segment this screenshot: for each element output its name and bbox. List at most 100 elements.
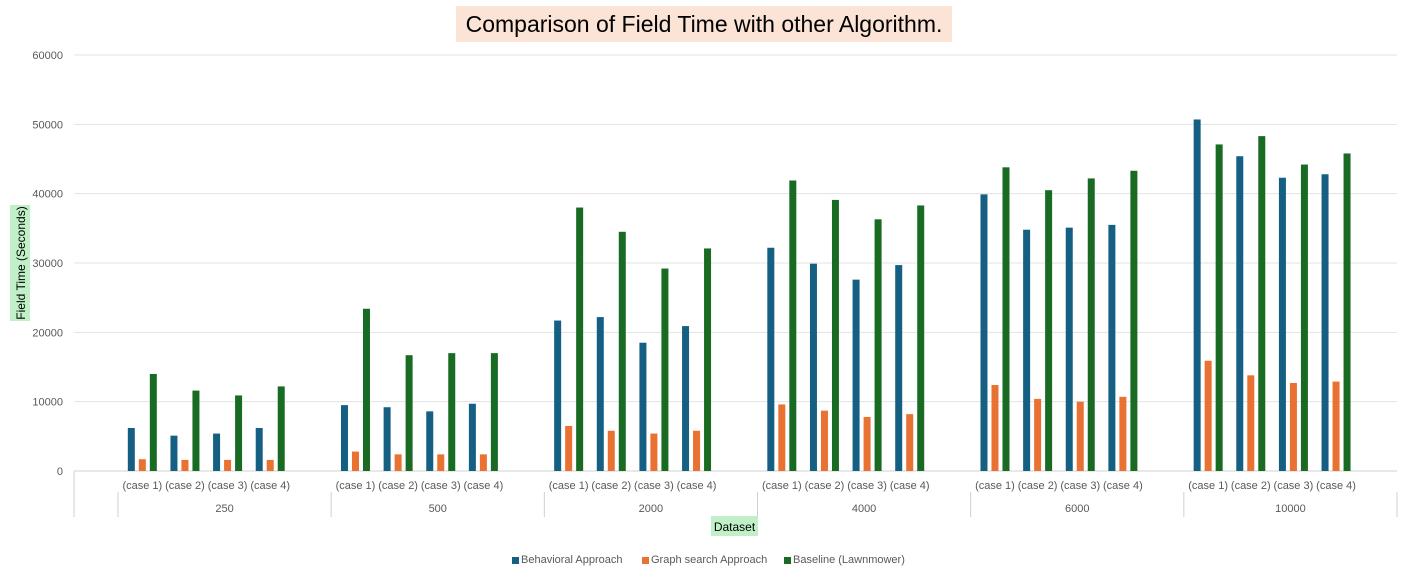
bar (778, 404, 786, 471)
bar (1193, 119, 1201, 471)
x-case-label: (case 3) (634, 480, 674, 492)
bar (340, 405, 348, 471)
bar (170, 435, 178, 471)
x-case-label: (case 4) (1316, 480, 1356, 492)
legend-swatch (642, 557, 649, 564)
x-case-label: (case 1) (975, 480, 1015, 492)
y-tick-label: 60000 (32, 50, 63, 62)
bar (607, 430, 615, 471)
bar (149, 373, 157, 471)
x-group-label: 10000 (1275, 503, 1306, 515)
x-case-label: (case 2) (1018, 480, 1058, 492)
x-group-label: 250 (215, 503, 233, 515)
bar (235, 395, 243, 471)
bar (1034, 398, 1042, 471)
bar (1289, 382, 1297, 471)
bar (426, 411, 434, 471)
bar (863, 416, 871, 471)
bar (138, 459, 146, 471)
x-case-label: (case 3) (1274, 480, 1314, 492)
x-group-label: 6000 (1065, 503, 1089, 515)
y-tick-label: 10000 (32, 397, 63, 409)
y-tick-label: 40000 (32, 189, 63, 201)
bar (1119, 396, 1127, 471)
bar (820, 410, 828, 471)
bar (980, 194, 988, 472)
bar (1002, 167, 1010, 471)
bar (277, 386, 285, 471)
bar (1065, 227, 1073, 471)
x-case-label: (case 1) (336, 480, 376, 492)
x-case-label: (case 4) (250, 480, 290, 492)
bar (682, 326, 690, 471)
bar (468, 403, 476, 471)
bar (181, 459, 189, 471)
bar (596, 317, 604, 471)
bar (1108, 224, 1116, 471)
bar (1278, 177, 1286, 471)
y-axis-title-group: Field Time (Seconds) (10, 205, 30, 321)
x-group-label: 500 (429, 503, 447, 515)
x-group-label: 2000 (639, 503, 663, 515)
x-case-label: (case 1) (122, 480, 162, 492)
bar (1258, 136, 1266, 471)
x-case-label: (case 1) (549, 480, 589, 492)
bar (362, 308, 370, 471)
bar (127, 428, 135, 471)
bar (789, 180, 797, 471)
x-case-label: (case 2) (378, 480, 418, 492)
bar (618, 231, 626, 471)
bar (490, 353, 498, 471)
bar (639, 342, 647, 471)
bar (906, 414, 914, 471)
x-case-label: (case 3) (847, 480, 887, 492)
bar (1332, 381, 1340, 471)
x-group-label: 4000 (852, 503, 876, 515)
bar (1343, 153, 1351, 471)
bar (650, 433, 658, 471)
x-case-label: (case 4) (677, 480, 717, 492)
bar (767, 247, 775, 471)
chart-title-box: Comparison of Field Time with other Algo… (456, 6, 952, 42)
y-tick-label: 50000 (32, 119, 63, 131)
bar (565, 425, 573, 471)
x-case-label: (case 3) (208, 480, 248, 492)
y-tick-label: 20000 (32, 327, 63, 339)
y-tick-label: 0 (57, 466, 63, 478)
bar (1076, 401, 1084, 471)
bar (895, 265, 903, 471)
bar (213, 433, 221, 471)
x-case-label: (case 3) (1060, 480, 1100, 492)
bar (266, 459, 274, 471)
bar (809, 263, 817, 471)
legend-swatch (784, 557, 791, 564)
bar (661, 268, 669, 471)
bar (852, 279, 860, 471)
bar (448, 353, 456, 471)
legend-label: Graph search Approach (651, 554, 767, 566)
bar (693, 430, 701, 471)
x-case-label: (case 2) (1231, 480, 1271, 492)
x-case-label: (case 4) (890, 480, 930, 492)
y-tick-label: 30000 (32, 258, 63, 270)
x-case-label: (case 2) (165, 480, 205, 492)
x-axis-title: Dataset (714, 520, 756, 534)
bar (479, 454, 487, 471)
bar (255, 428, 263, 471)
x-case-label: (case 2) (591, 480, 631, 492)
bar (1215, 144, 1223, 471)
bar (576, 207, 584, 472)
x-case-label: (case 1) (762, 480, 802, 492)
bar (1300, 164, 1308, 471)
bar (1204, 360, 1212, 471)
y-axis-title: Field Time (Seconds) (14, 206, 28, 319)
legend-label: Baseline (Lawnmower) (793, 554, 905, 566)
x-axis-title-bg (711, 516, 758, 536)
bar (394, 454, 402, 471)
y-axis-title-bg (10, 205, 30, 321)
x-case-label: (case 1) (1188, 480, 1228, 492)
bar (192, 390, 200, 471)
bar (351, 451, 359, 471)
bar (917, 205, 925, 471)
